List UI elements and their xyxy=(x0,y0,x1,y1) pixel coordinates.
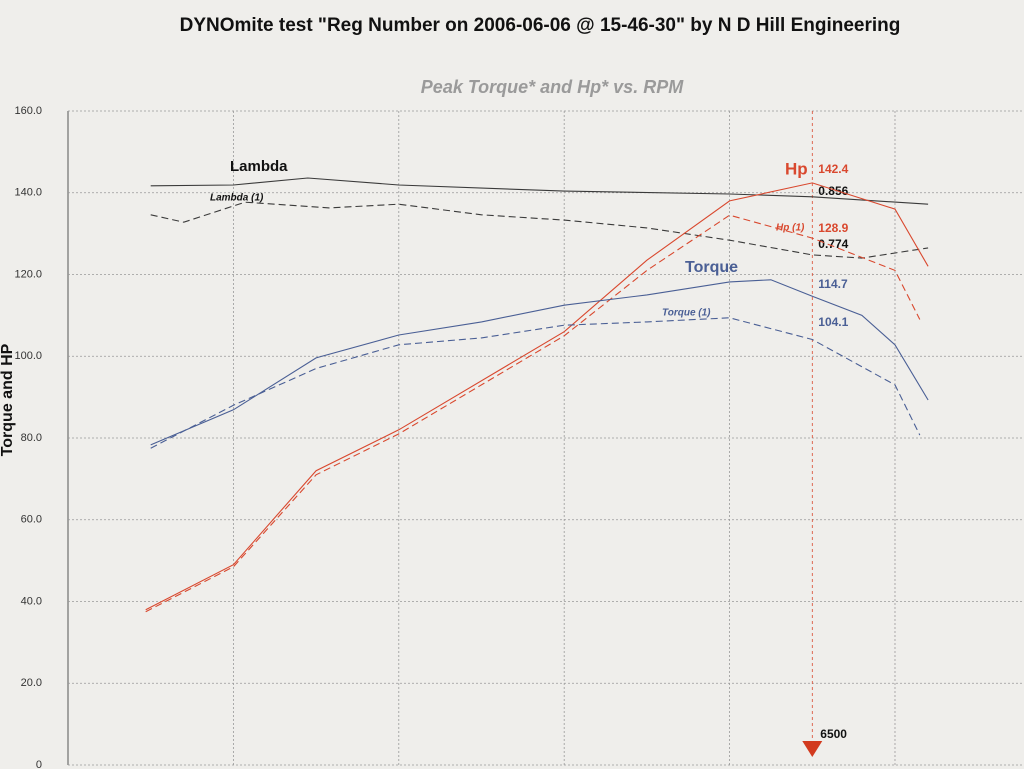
chart-title: DYNOmite test "Reg Number on 2006-06-06 … xyxy=(180,15,901,36)
y-tick-label: 40.0 xyxy=(21,595,42,607)
readout: 142.4 xyxy=(818,162,848,176)
y-axis-label: Torque and HP xyxy=(0,343,16,456)
series-line xyxy=(145,214,921,613)
readout: 104.1 xyxy=(818,315,848,329)
readout: 114.7 xyxy=(818,277,848,291)
cursor-label: 6500 xyxy=(820,727,847,741)
series-label: Torque xyxy=(685,259,738,276)
series-line xyxy=(150,177,929,205)
y-tick-label: 80.0 xyxy=(21,432,42,444)
series-label: Lambda (1) xyxy=(210,193,264,204)
readout: 0.774 xyxy=(818,237,848,251)
y-tick-label: 0 xyxy=(36,759,42,769)
series-line xyxy=(145,182,929,611)
cursor-marker xyxy=(802,741,823,757)
y-tick-label: 140.0 xyxy=(14,187,42,199)
y-tick-label: 100.0 xyxy=(14,350,42,362)
y-tick-label: 120.0 xyxy=(14,268,42,280)
series-label: Lambda xyxy=(230,158,288,175)
y-tick-label: 60.0 xyxy=(21,514,42,526)
series-label: Hp (1) xyxy=(776,223,805,234)
series-label: Torque (1) xyxy=(662,308,711,319)
series-label: Hp xyxy=(785,159,808,178)
series-line xyxy=(150,317,921,449)
chart-subtitle: Peak Torque* and Hp* vs. RPM xyxy=(421,77,684,97)
y-tick-label: 160.0 xyxy=(14,105,42,117)
series-line xyxy=(150,201,929,259)
readout: 128.9 xyxy=(818,221,848,235)
y-tick-label: 20.0 xyxy=(21,677,42,689)
series-line xyxy=(150,279,929,446)
